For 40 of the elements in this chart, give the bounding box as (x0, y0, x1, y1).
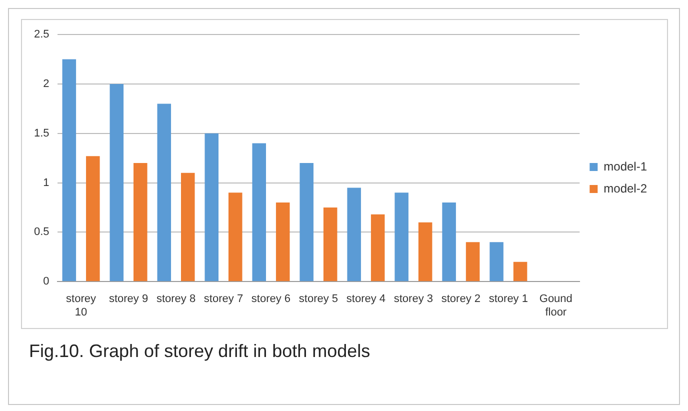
bar (157, 104, 172, 282)
bar (110, 84, 124, 282)
bar (204, 133, 219, 282)
bar (300, 163, 314, 282)
legend-label: model-1 (604, 159, 648, 174)
y-tick-label: 1 (43, 176, 50, 189)
y-tick-label: 0.5 (34, 226, 50, 238)
bar (370, 214, 385, 282)
bar (86, 156, 100, 282)
bar (180, 172, 195, 282)
y-tick-label: 1.5 (34, 127, 50, 140)
bar (323, 208, 338, 282)
bar (62, 59, 76, 282)
bar (228, 192, 242, 282)
bar (490, 242, 504, 282)
bar (276, 202, 290, 282)
bar (466, 242, 480, 282)
x-tick-label: storey 6 (251, 293, 291, 306)
bar (418, 222, 432, 282)
bar (347, 188, 361, 282)
y-tick-label: 2 (43, 78, 50, 90)
x-tick-label: Gound floor (539, 293, 572, 318)
bar (442, 202, 456, 282)
bar (134, 163, 148, 282)
x-tick-label: storey 3 (394, 293, 434, 306)
x-tick-label: storey 7 (204, 293, 244, 306)
legend-label: model-2 (604, 181, 648, 196)
x-tick-label: storey 2 (441, 293, 480, 306)
x-tick-label: storey 8 (156, 293, 196, 306)
bar (252, 143, 266, 282)
x-tick-label: storey 5 (298, 293, 338, 306)
x-tick-label: storey 1 (488, 293, 528, 306)
y-tick-label: 0 (43, 276, 50, 288)
x-tick-label: storey 4 (346, 293, 386, 306)
x-tick-label: storey 9 (108, 293, 148, 306)
y-tick-label: 2.5 (34, 28, 50, 41)
bar (513, 262, 528, 282)
caption: Fig.10. Graph of storey drift in both models (29, 341, 370, 362)
bar (394, 192, 408, 282)
x-tick-label: storey 10 (66, 293, 97, 318)
